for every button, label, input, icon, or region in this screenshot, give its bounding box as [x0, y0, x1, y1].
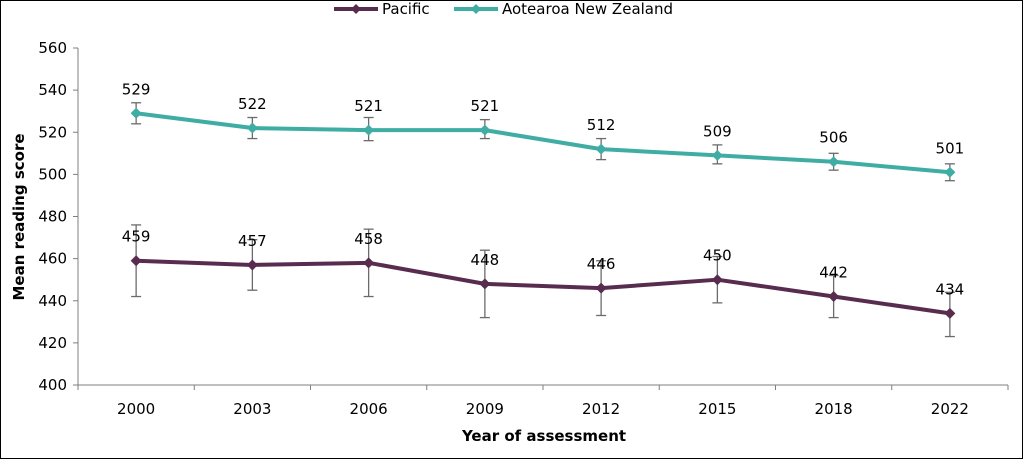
data-label-aotearoa-new-zealand: 522 [238, 95, 267, 113]
data-point-aotearoa-new-zealand [944, 166, 956, 178]
data-point-aotearoa-new-zealand [711, 149, 723, 161]
data-label-aotearoa-new-zealand: 521 [471, 97, 500, 115]
data-point-aotearoa-new-zealand [828, 156, 840, 168]
data-label-pacific: 459 [122, 228, 151, 246]
y-tick-label: 420 [38, 334, 67, 352]
x-tick-label: 2015 [698, 400, 736, 418]
x-tick-label: 2009 [466, 400, 504, 418]
data-point-pacific [363, 257, 375, 269]
data-point-pacific [944, 307, 956, 319]
y-tick-label: 480 [38, 208, 67, 226]
legend-marker-nz [471, 4, 481, 14]
data-label-aotearoa-new-zealand: 512 [587, 116, 616, 134]
data-label-aotearoa-new-zealand: 521 [354, 97, 383, 115]
data-label-aotearoa-new-zealand: 529 [122, 80, 151, 98]
legend-item-nz: Aotearoa New Zealand [454, 0, 673, 18]
data-label-pacific: 450 [703, 247, 732, 265]
data-point-aotearoa-new-zealand [479, 124, 491, 136]
data-point-pacific [711, 274, 723, 286]
y-tick-label: 500 [38, 165, 67, 183]
data-label-pacific: 458 [354, 230, 383, 248]
x-tick-label: 2006 [350, 400, 388, 418]
data-label-pacific: 442 [819, 264, 848, 282]
y-tick-label: 460 [38, 250, 67, 268]
y-tick-label: 440 [38, 292, 67, 310]
legend-marker-pacific [351, 4, 361, 14]
data-label-aotearoa-new-zealand: 501 [936, 139, 965, 157]
x-tick-label: 2000 [117, 400, 155, 418]
x-tick-label: 2022 [931, 400, 969, 418]
data-point-pacific [246, 259, 258, 271]
axes [77, 48, 1008, 386]
y-tick-label: 540 [38, 81, 67, 99]
legend: Pacific Aotearoa New Zealand [334, 0, 673, 18]
data-point-aotearoa-new-zealand [130, 107, 142, 119]
data-label-pacific: 457 [238, 232, 267, 250]
x-axis-ticks: 2000 2003 2006 2009 2012 2015 2018 2022 [77, 385, 1009, 418]
legend-label-pacific: Pacific [382, 0, 430, 18]
data-point-aotearoa-new-zealand [246, 122, 258, 134]
y-tick-label: 520 [38, 123, 67, 141]
series-pacific: 459 457 458 448 446 450 442 434 [122, 224, 965, 338]
x-axis-title: Year of assessment [461, 427, 626, 445]
y-tick-label: 560 [38, 39, 67, 57]
x-tick-label: 2018 [815, 400, 853, 418]
x-tick-label: 2012 [582, 400, 620, 418]
data-label-pacific: 448 [471, 251, 500, 269]
data-label-aotearoa-new-zealand: 509 [703, 122, 732, 140]
data-label-aotearoa-new-zealand: 506 [819, 129, 848, 147]
data-label-pacific: 446 [587, 255, 616, 273]
legend-item-pacific: Pacific [334, 0, 430, 18]
data-point-pacific [595, 282, 607, 294]
y-tick-label: 400 [38, 376, 67, 394]
y-axis-title: Mean reading score [10, 133, 28, 300]
data-point-pacific [479, 278, 491, 290]
data-point-pacific [828, 291, 840, 303]
data-point-aotearoa-new-zealand [595, 143, 607, 155]
y-axis-ticks: 400 420 440 460 480 500 520 540 560 [38, 39, 78, 394]
legend-label-nz: Aotearoa New Zealand [502, 0, 673, 18]
data-point-aotearoa-new-zealand [363, 124, 375, 136]
data-point-pacific [130, 255, 142, 267]
series-aotearoa-new-zealand: 529 522 521 521 512 509 506 501 [122, 80, 965, 182]
data-label-pacific: 434 [936, 280, 965, 298]
series-line-aotearoa-new-zealand [135, 111, 951, 175]
series-line-pacific [136, 258, 951, 316]
x-tick-label: 2003 [233, 400, 271, 418]
